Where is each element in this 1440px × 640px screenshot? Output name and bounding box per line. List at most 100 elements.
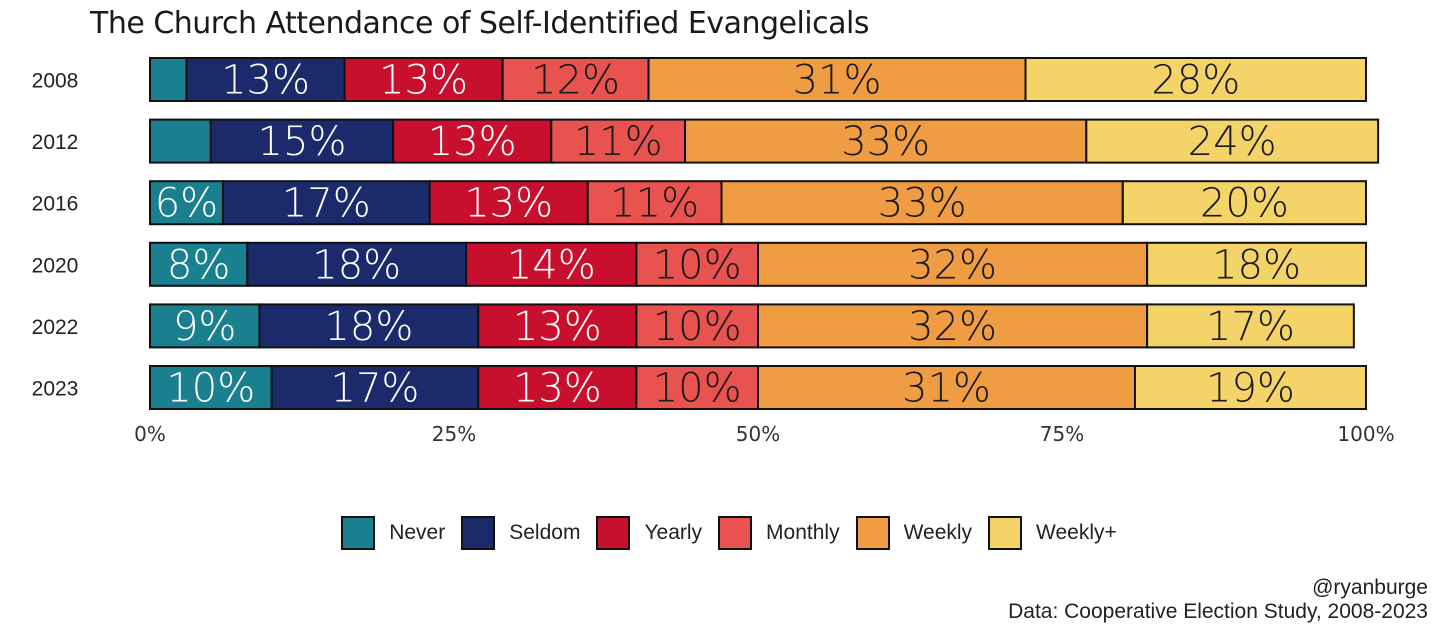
data-label-weekly-2022: 32%: [908, 304, 997, 350]
legend-label-yearly: Yearly: [644, 521, 703, 544]
bar-weekly-2020: [757, 241, 1149, 287]
bar-never-2008: [149, 57, 188, 102]
bar-seldom-2012: [209, 118, 395, 164]
bar-yearly-2008: [343, 57, 504, 102]
data-label-weekly-plus-2022: 17%: [1206, 304, 1295, 350]
data-label-yearly-2016: 13%: [464, 181, 553, 227]
bar-monthly-2016: [586, 180, 723, 226]
bar-weekly-plus-2012: [1085, 118, 1380, 164]
data-label-weekly-2023: 31%: [902, 366, 991, 412]
bar-seldom-2008: [185, 57, 346, 102]
data-label-monthly-2020: 10%: [653, 242, 742, 288]
bar-weekly-2012: [684, 118, 1088, 164]
data-label-weekly-2016: 33%: [878, 181, 967, 227]
legend-label-weekly: Weekly: [903, 521, 973, 544]
row-label-2022: 2022: [32, 316, 79, 339]
bar-never-2016: [149, 180, 224, 226]
data-label-weekly-plus-2023: 19%: [1206, 366, 1295, 412]
row-label-2020: 2020: [32, 254, 79, 277]
data-label-weekly-plus-2020: 18%: [1212, 242, 1301, 288]
data-label-seldom-2020: 18%: [312, 242, 401, 288]
stacked-bar-chart: 2008 13% 13% 12% 31% 28% 2012 15% 13% 11% 33% 24% 20…: [32, 57, 1395, 446]
bar-weekly-plus-2023: [1133, 365, 1367, 410]
x-tick-label-100: 100%: [1337, 422, 1394, 446]
bar-weekly-2023: [757, 365, 1136, 410]
data-label-monthly-2016: 11%: [610, 181, 699, 227]
data-label-yearly-2020: 14%: [507, 242, 596, 288]
data-label-monthly-2008: 12%: [531, 58, 620, 104]
bar-never-2022: [149, 303, 261, 349]
legend-item-weekly-plus: Weekly+: [988, 516, 1117, 550]
bar-weekly-plus-2022: [1146, 303, 1355, 349]
author-handle: @ryanburge: [1312, 576, 1428, 599]
legend-swatch-yearly: [596, 516, 631, 550]
data-label-weekly-2012: 33%: [841, 119, 930, 165]
bar-seldom-2023: [270, 365, 480, 410]
legend-swatch-monthly: [718, 516, 753, 550]
bar-weekly-plus-2008: [1024, 57, 1368, 102]
x-tick-label-50: 50%: [736, 422, 780, 446]
bar-never-2020: [149, 241, 249, 287]
data-label-monthly-2012: 11%: [574, 119, 663, 165]
legend-item-yearly: Yearly: [596, 516, 702, 550]
bar-seldom-2022: [258, 303, 480, 349]
bar-yearly-2016: [428, 180, 589, 226]
data-label-never-2016: 6%: [155, 181, 218, 227]
row-label-2008: 2008: [32, 70, 79, 93]
data-label-seldom-2008: 13%: [221, 58, 310, 104]
legend-swatch-seldom: [461, 516, 496, 550]
bar-monthly-2008: [501, 57, 650, 102]
bar-weekly-plus-2016: [1121, 180, 1368, 226]
legend-label-monthly: Monthly: [766, 521, 840, 544]
bar-yearly-2022: [477, 303, 638, 349]
legend-label-seldom: Seldom: [509, 521, 581, 544]
legend-item-seldom: Seldom: [461, 516, 580, 550]
data-label-weekly-2008: 31%: [793, 58, 882, 104]
x-tick-label-0: 0%: [134, 422, 166, 446]
row-label-2016: 2016: [32, 193, 79, 216]
bar-weekly-2008: [647, 57, 1027, 102]
data-label-weekly-plus-2016: 20%: [1200, 181, 1289, 227]
bar-seldom-2016: [221, 180, 431, 226]
data-label-seldom-2012: 15%: [258, 119, 347, 165]
row-label-2023: 2023: [32, 378, 79, 401]
legend-swatch-never: [341, 516, 376, 550]
data-label-yearly-2012: 13%: [428, 119, 517, 165]
data-label-weekly-plus-2008: 28%: [1151, 58, 1240, 104]
data-label-weekly-2020: 32%: [908, 242, 997, 288]
data-label-never-2022: 9%: [173, 304, 236, 350]
legend-swatch-weekly: [855, 516, 890, 550]
data-label-monthly-2023: 10%: [653, 366, 742, 412]
bar-seldom-2020: [246, 241, 468, 287]
legend-label-weekly-plus: Weekly+: [1036, 521, 1117, 544]
data-label-weekly-plus-2012: 24%: [1188, 119, 1277, 165]
x-tick-label-25: 25%: [432, 422, 476, 446]
data-label-never-2020: 8%: [167, 242, 230, 288]
bar-never-2012: [149, 118, 212, 164]
bar-weekly-2016: [720, 180, 1124, 226]
legend-item-never: Never: [341, 516, 445, 550]
data-label-yearly-2022: 13%: [513, 304, 602, 350]
legend-swatch-weekly-plus: [988, 516, 1023, 550]
x-tick-label-75: 75%: [1040, 422, 1084, 446]
data-label-seldom-2022: 18%: [324, 304, 413, 350]
bar-monthly-2012: [550, 118, 687, 164]
data-label-yearly-2023: 13%: [513, 366, 602, 412]
row-label-2012: 2012: [32, 131, 79, 154]
bar-yearly-2020: [465, 241, 638, 287]
legend: Never Seldom Yearly Monthly Weekly Weekl…: [0, 516, 1440, 550]
data-label-seldom-2016: 17%: [282, 181, 371, 227]
legend-item-weekly: Weekly: [855, 516, 973, 550]
bar-monthly-2022: [635, 303, 760, 349]
data-label-yearly-2008: 13%: [379, 58, 468, 104]
bar-weekly-plus-2020: [1146, 241, 1367, 287]
bar-never-2023: [149, 365, 273, 410]
legend-item-monthly: Monthly: [718, 516, 840, 550]
data-label-seldom-2023: 17%: [331, 366, 420, 412]
data-label-never-2023: 10%: [166, 366, 255, 412]
chart-title: The Church Attendance of Self-Identified…: [90, 6, 870, 41]
data-label-monthly-2022: 10%: [653, 304, 742, 350]
data-source: Data: Cooperative Election Study, 2008-2…: [1008, 600, 1428, 623]
bar-yearly-2023: [477, 365, 638, 410]
legend-label-never: Never: [389, 521, 446, 544]
